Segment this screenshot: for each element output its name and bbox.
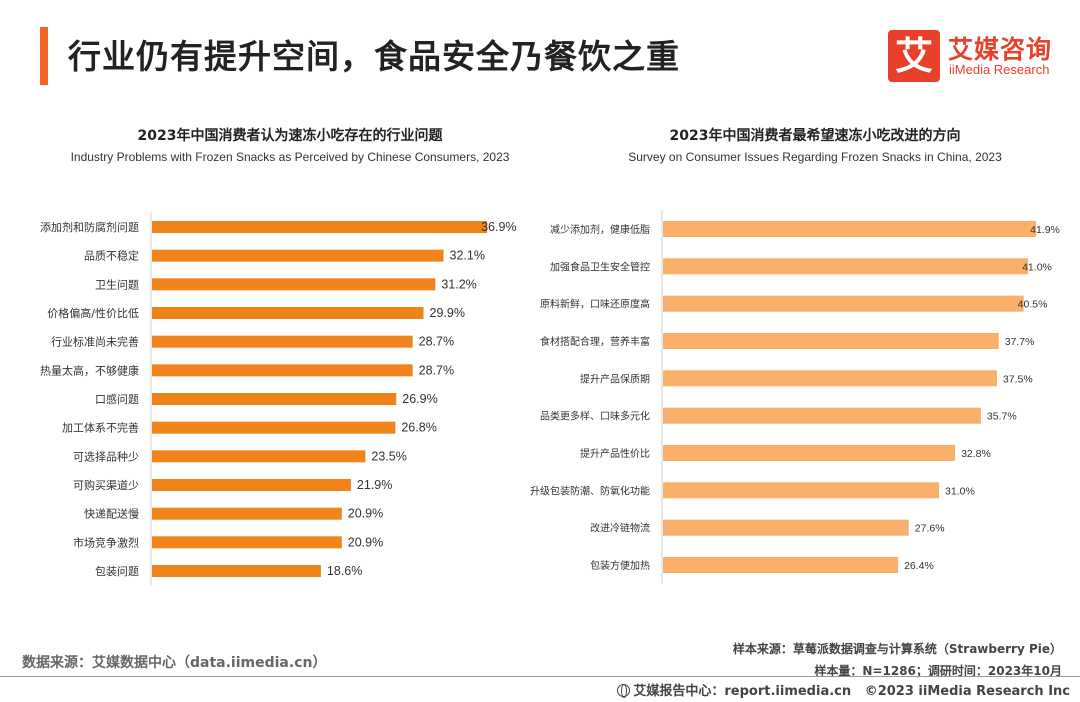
chart-0-value-label: 20.9% [348,535,383,549]
chart-1-bar [663,258,1029,275]
chart-0-value-label: 31.2% [441,277,476,291]
chart-0-bar [152,249,444,262]
sample-size: 样本量：N=1286；调研时间：2023年10月 [814,664,1062,678]
chart-0-category-label: 价格偏高/性价比低 [47,306,139,320]
chart-1-category-label: 品类更多样、口味多元化 [540,410,650,423]
page-title: 行业仍有提升空间，食品安全乃餐饮之重 [68,37,680,76]
logo-name-en: iiMedia Research [949,62,1050,77]
chart-1-bar [663,519,909,536]
chart-0-value-label: 18.6% [327,564,362,578]
chart-1-category-label: 提升产品性价比 [580,447,650,460]
chart-0-value-label: 28.7% [419,335,454,349]
chart-1-category-label: 提升产品保质期 [580,372,650,385]
title-accent-bar [40,27,48,85]
iimedia-logo: 艾 艾媒咨询 iiMedia Research [888,30,1063,82]
chart-1-value-label: 32.8% [961,448,991,460]
chart-0-category-label: 可选择品种少 [73,449,139,463]
chart-1-value-label: 37.5% [1003,373,1033,385]
chart-0-category-label: 添加剂和防腐剂问题 [40,220,139,234]
data-source: 数据来源：艾媒数据中心（data.iimedia.cn） [22,655,327,671]
chart-0-category-label: 快递配送慢 [84,507,139,521]
chart-1-value-label: 40.5% [1018,299,1048,311]
chart-0-category-label: 包装问题 [95,565,139,578]
chart-1-category-label: 减少添加剂，健康低脂 [550,223,650,236]
right-chart-subtitle: Survey on Consumer Issues Regarding Froz… [628,150,1002,164]
chart-0-category-label: 行业标准尚未完善 [51,335,139,349]
chart-0-category-label: 品质不稳定 [84,249,139,263]
chart-0-value-label: 36.9% [481,220,516,234]
chart-0-value-label: 28.7% [419,363,454,377]
chart-0-bar [152,335,413,348]
chart-0-bar [152,507,342,520]
copyright: ©2023 iiMedia Research Inc [864,684,1070,699]
chart-0-bar [152,421,396,434]
chart-0-category-label: 加工体系不完善 [62,421,139,435]
globe-icon [617,684,631,698]
chart-1-value-label: 37.7% [1005,336,1035,348]
chart-0-bar [152,278,436,291]
chart-1-bar [663,557,899,573]
chart-1-value-label: 41.9% [1030,224,1060,236]
chart-0-bar [152,221,488,233]
chart-1-bar [663,333,999,349]
chart-0-value-label: 23.5% [371,449,406,463]
sample-source: 样本来源：草莓派数据调查与计算系统（Strawberry Pie） [732,642,1062,656]
chart-0-bar [152,565,321,577]
chart-0-category-label: 可购买渠道少 [73,478,139,492]
chart-1-category-label: 升级包装防潮、防氧化功能 [530,484,650,497]
chart-1-value-label: 31.0% [945,485,975,497]
chart-0-value-label: 26.8% [401,421,436,435]
footer-bottom: 艾媒报告中心：report.iimedia.cn ©2023 iiMedia R… [617,680,1070,699]
chart-0-value-label: 20.9% [348,507,383,521]
chart-0-category-label: 卫生问题 [95,277,139,291]
chart-1-value-label: 27.6% [915,523,945,535]
chart-1-category-label: 加强食品卫生安全管控 [550,260,650,273]
right-chart-title: 2023年中国消费者最希望速冻小吃改进的方向 [669,128,961,144]
chart-1-category-label: 改进冷链物流 [590,522,650,535]
chart-0-bar [152,364,413,377]
logo-glyph: 艾 [894,34,933,78]
chart-0-bar [152,450,366,463]
chart-1-bar [663,445,956,461]
chart-1-bar [663,370,997,387]
chart-1-category-label: 食材搭配合理，营养丰富 [540,335,650,348]
chart-0-bar [152,536,342,549]
chart-1-category-label: 包装方便加热 [590,559,650,572]
chart-0-value-label: 32.1% [450,249,485,263]
report-center: 艾媒报告中心：report.iimedia.cn [633,684,852,699]
chart-1-bar [663,221,1037,237]
left-chart-title: 2023年中国消费者认为速冻小吃存在的行业问题 [137,128,443,144]
chart-1-bar [663,407,981,424]
chart-0-bar [152,479,351,491]
chart-0-value-label: 21.9% [357,478,392,492]
chart-1-value-label: 26.4% [904,560,934,572]
chart-0-category-label: 热量太高，不够健康 [40,363,139,377]
chart-1-bar [663,295,1024,312]
chart-1-value-label: 41.0% [1022,261,1052,273]
chart-1-category-label: 原料新鲜，口味还原度高 [540,298,650,311]
chart-1-value-label: 35.7% [987,411,1017,423]
chart-0-category-label: 口感问题 [95,393,139,406]
footer-divider [0,676,1080,677]
chart-0-bar [152,393,397,405]
chart-0-category-label: 市场竞争激烈 [73,535,139,549]
chart-1-bar [663,482,940,499]
logo-mark-icon [888,30,940,82]
chart-0-value-label: 29.9% [430,306,465,320]
logo-name-cn: 艾媒咨询 [948,35,1053,64]
chart-0-bar [152,307,424,319]
left-chart-subtitle: Industry Problems with Frozen Snacks as … [70,150,510,164]
chart-0-value-label: 26.9% [402,392,437,406]
